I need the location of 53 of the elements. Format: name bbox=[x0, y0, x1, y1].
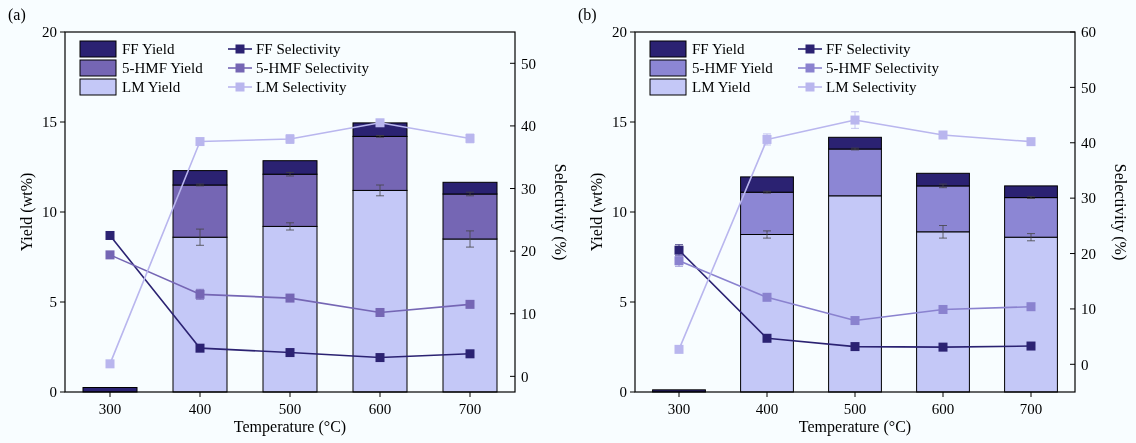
y2-tick-label: 0 bbox=[521, 368, 529, 385]
y2-tick-label: 20 bbox=[1081, 245, 1096, 262]
y2-tick-label: 30 bbox=[1081, 190, 1096, 207]
y-tick-label: 20 bbox=[42, 24, 57, 41]
y-tick-label: 0 bbox=[619, 384, 627, 401]
y-tick-label: 5 bbox=[49, 294, 57, 311]
x-tick-label: 700 bbox=[458, 401, 482, 417]
x-tick-label: 500 bbox=[843, 401, 867, 417]
x-tick-label: 500 bbox=[278, 401, 302, 417]
legend-label: FF Selectivity bbox=[826, 41, 912, 57]
x-axis-title: Temperature (°C) bbox=[233, 418, 347, 436]
y-tick-label: 0 bbox=[49, 384, 57, 401]
y2-tick-label: 50 bbox=[521, 55, 536, 72]
y2-tick-label: 0 bbox=[1081, 356, 1089, 373]
x-tick-label: 300 bbox=[667, 401, 691, 417]
y2-tick-label: 10 bbox=[521, 305, 536, 322]
x-axis-title: Temperature (°C) bbox=[798, 418, 912, 436]
legend-label: FF Yield bbox=[692, 41, 745, 57]
x-tick-label: 400 bbox=[188, 401, 212, 417]
legend-label: LM Yield bbox=[692, 79, 751, 95]
x-tick-label: 300 bbox=[98, 401, 122, 417]
legend-label: 5-HMF Yield bbox=[692, 60, 774, 76]
y2-tick-label: 10 bbox=[1081, 301, 1096, 318]
y-tick-label: 15 bbox=[612, 114, 627, 131]
legend-label: FF Yield bbox=[122, 41, 175, 57]
y2-tick-label: 30 bbox=[521, 180, 536, 197]
x-tick-label: 600 bbox=[931, 401, 955, 417]
y2-tick-label: 40 bbox=[1081, 135, 1096, 152]
legend-label: LM Yield bbox=[122, 79, 181, 95]
legend-label: 5-HMF Selectivity bbox=[826, 60, 940, 76]
y2-tick-label: 60 bbox=[1081, 24, 1096, 41]
y2-axis-title: Selectivity (%) bbox=[551, 163, 569, 261]
legend-label: LM Selectivity bbox=[826, 79, 917, 95]
chart-title: (b) bbox=[578, 6, 597, 24]
y-tick-label: 10 bbox=[612, 204, 627, 221]
x-tick-label: 600 bbox=[368, 401, 392, 417]
legend-label: FF Selectivity bbox=[256, 41, 342, 57]
y-tick-label: 5 bbox=[619, 294, 627, 311]
y2-axis-title: Selectivity (%) bbox=[1111, 163, 1129, 261]
y-tick-label: 10 bbox=[42, 204, 57, 221]
y-axis-title: Yield (wt%) bbox=[18, 172, 36, 252]
y-tick-label: 15 bbox=[42, 114, 57, 131]
legend-label: 5-HMF Yield bbox=[122, 60, 204, 76]
y2-tick-label: 20 bbox=[521, 243, 536, 260]
y2-tick-label: 50 bbox=[1081, 79, 1096, 96]
chart-title: (a) bbox=[8, 6, 26, 24]
y-axis-title: Yield (wt%) bbox=[588, 172, 606, 252]
x-tick-label: 700 bbox=[1019, 401, 1043, 417]
y2-tick-label: 40 bbox=[521, 118, 536, 135]
legend-label: LM Selectivity bbox=[256, 79, 347, 95]
y-tick-label: 20 bbox=[612, 24, 627, 41]
legend-label: 5-HMF Selectivity bbox=[256, 60, 370, 76]
x-tick-label: 400 bbox=[755, 401, 779, 417]
